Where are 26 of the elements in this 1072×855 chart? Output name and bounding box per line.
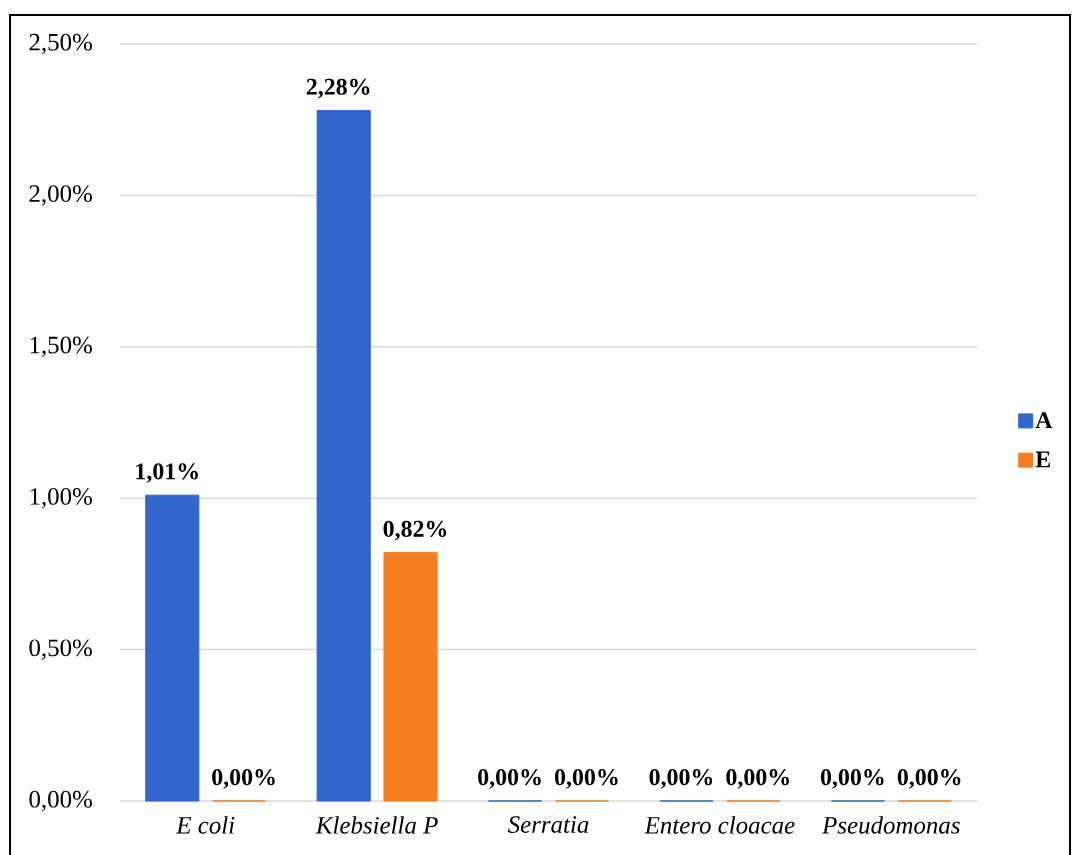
x-tick-label: Pseudomonas	[821, 816, 960, 834]
y-tick-label: 0,00%	[29, 790, 92, 812]
data-label: 1,01%	[136, 463, 198, 483]
data-label: 0,00%	[554, 769, 618, 789]
data-label: 0,00%	[726, 769, 789, 789]
data-label: 2,28%	[306, 78, 370, 99]
y-tick-label: 1,50%	[30, 336, 92, 357]
y-tick-label: 2,50%	[29, 33, 92, 55]
data-label: 0,00%	[649, 769, 713, 789]
x-tick-label: Entero cloacae	[644, 816, 795, 834]
y-tick-label: 0,50%	[29, 639, 92, 660]
data-label: 0,00%	[478, 769, 541, 789]
bar	[383, 552, 438, 802]
data-label: 0,00%	[820, 769, 884, 789]
x-tick-label: Klebsiella P	[315, 816, 438, 834]
y-tick-label: 1,00%	[30, 488, 92, 509]
bar	[316, 110, 371, 802]
data-label: 0,00%	[212, 769, 275, 789]
data-label: 0,00%	[897, 769, 961, 789]
x-tick-label: Serratia	[507, 816, 589, 833]
x-tick-label: E coli	[176, 816, 235, 834]
legend-label: E	[1035, 451, 1050, 468]
data-label: 0,82%	[383, 520, 447, 541]
bar	[145, 494, 200, 802]
y-tick-label: 2,00%	[29, 185, 92, 206]
legend-label: A	[1035, 412, 1053, 429]
